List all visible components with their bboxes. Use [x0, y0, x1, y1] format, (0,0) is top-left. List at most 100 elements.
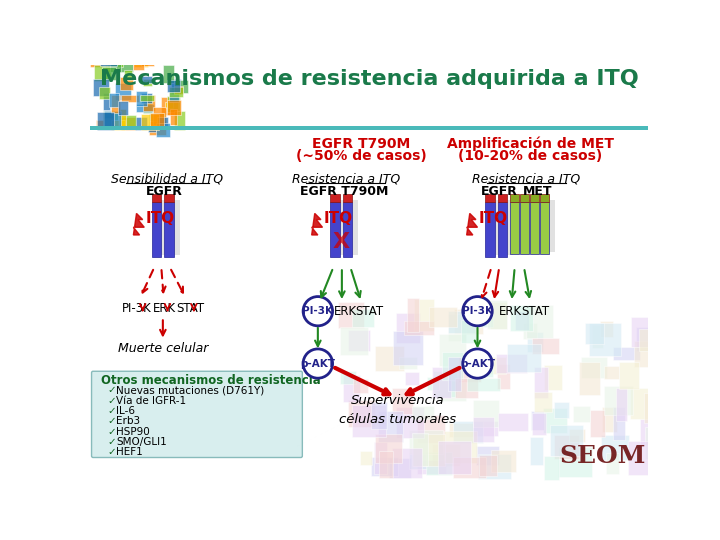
- Polygon shape: [433, 371, 457, 397]
- Polygon shape: [461, 320, 476, 343]
- Polygon shape: [590, 409, 605, 437]
- Polygon shape: [472, 421, 498, 436]
- Polygon shape: [498, 413, 528, 431]
- Polygon shape: [148, 125, 156, 132]
- FancyBboxPatch shape: [91, 372, 302, 457]
- Polygon shape: [340, 371, 356, 384]
- Polygon shape: [613, 407, 625, 441]
- Text: EGFR: EGFR: [481, 185, 518, 198]
- Polygon shape: [140, 114, 159, 131]
- Polygon shape: [507, 345, 541, 372]
- Polygon shape: [444, 431, 477, 463]
- Text: X: X: [333, 232, 350, 252]
- Text: Vía de IGFR-1: Vía de IGFR-1: [117, 395, 186, 406]
- Polygon shape: [490, 302, 507, 329]
- Polygon shape: [432, 367, 451, 398]
- Polygon shape: [554, 402, 570, 417]
- Bar: [164, 202, 174, 257]
- Polygon shape: [648, 298, 672, 327]
- Polygon shape: [124, 70, 132, 79]
- Polygon shape: [601, 435, 629, 460]
- Polygon shape: [348, 330, 370, 351]
- Polygon shape: [629, 441, 649, 475]
- Polygon shape: [453, 421, 483, 443]
- Bar: [540, 202, 549, 254]
- Text: ✓: ✓: [107, 437, 116, 447]
- Polygon shape: [119, 63, 133, 72]
- Text: ERK: ERK: [334, 305, 357, 318]
- Polygon shape: [143, 99, 152, 112]
- Polygon shape: [634, 341, 659, 367]
- Text: Sensibilidad a ITQ: Sensibilidad a ITQ: [112, 172, 224, 185]
- Polygon shape: [167, 100, 181, 115]
- Polygon shape: [377, 410, 402, 442]
- Polygon shape: [343, 375, 360, 402]
- Polygon shape: [449, 422, 473, 437]
- Polygon shape: [477, 454, 511, 478]
- Polygon shape: [644, 393, 664, 423]
- Polygon shape: [109, 59, 121, 72]
- Text: (10-20% de casos): (10-20% de casos): [458, 148, 603, 163]
- Polygon shape: [102, 67, 116, 80]
- Text: ERK: ERK: [498, 305, 521, 318]
- Polygon shape: [169, 87, 183, 97]
- Polygon shape: [526, 305, 553, 338]
- Polygon shape: [390, 457, 410, 478]
- Polygon shape: [153, 107, 166, 125]
- Text: SMO/GLI1: SMO/GLI1: [117, 437, 167, 447]
- Polygon shape: [557, 447, 592, 477]
- Polygon shape: [531, 411, 544, 430]
- Polygon shape: [592, 325, 603, 348]
- Polygon shape: [404, 321, 433, 335]
- Polygon shape: [118, 101, 127, 115]
- Polygon shape: [104, 93, 109, 110]
- Polygon shape: [133, 56, 143, 70]
- Polygon shape: [544, 408, 567, 433]
- Circle shape: [463, 296, 492, 326]
- Text: ERK: ERK: [153, 302, 176, 315]
- Polygon shape: [582, 357, 606, 377]
- Text: EGFR T790M: EGFR T790M: [300, 185, 388, 198]
- Text: ✓: ✓: [107, 427, 116, 437]
- Polygon shape: [527, 332, 543, 352]
- Polygon shape: [150, 113, 165, 125]
- Bar: [485, 194, 495, 202]
- Polygon shape: [140, 94, 154, 101]
- Text: p-AKT: p-AKT: [300, 359, 336, 369]
- Polygon shape: [396, 313, 420, 343]
- Bar: [168, 200, 180, 255]
- Text: Supervivencia
células tumorales: Supervivencia células tumorales: [339, 394, 456, 426]
- Polygon shape: [99, 86, 110, 99]
- Polygon shape: [636, 327, 665, 350]
- Polygon shape: [111, 120, 125, 130]
- Polygon shape: [109, 93, 120, 107]
- Text: EGFR T790M: EGFR T790M: [312, 137, 410, 151]
- Polygon shape: [589, 323, 621, 356]
- Polygon shape: [473, 417, 494, 442]
- Polygon shape: [579, 362, 600, 395]
- Text: STAT: STAT: [521, 305, 549, 318]
- Polygon shape: [438, 441, 471, 474]
- Bar: [346, 200, 358, 255]
- Bar: [544, 200, 555, 252]
- Text: Resistencia a ITQ: Resistencia a ITQ: [472, 172, 580, 185]
- Bar: [334, 200, 346, 255]
- Text: (~50% de casos): (~50% de casos): [296, 148, 427, 163]
- Text: Muerte celular: Muerte celular: [117, 342, 208, 355]
- Polygon shape: [413, 433, 428, 466]
- Polygon shape: [104, 110, 113, 118]
- Polygon shape: [439, 334, 466, 366]
- Polygon shape: [603, 366, 619, 379]
- Bar: [520, 202, 528, 254]
- Bar: [164, 194, 174, 202]
- Polygon shape: [413, 299, 434, 331]
- Polygon shape: [602, 407, 618, 432]
- Text: Resistencia a ITQ: Resistencia a ITQ: [292, 172, 400, 185]
- Polygon shape: [534, 393, 552, 411]
- Polygon shape: [639, 328, 670, 351]
- Polygon shape: [477, 315, 492, 327]
- Text: STAT: STAT: [176, 302, 204, 315]
- Text: ✓: ✓: [107, 416, 116, 426]
- Polygon shape: [348, 400, 374, 428]
- Polygon shape: [399, 357, 417, 369]
